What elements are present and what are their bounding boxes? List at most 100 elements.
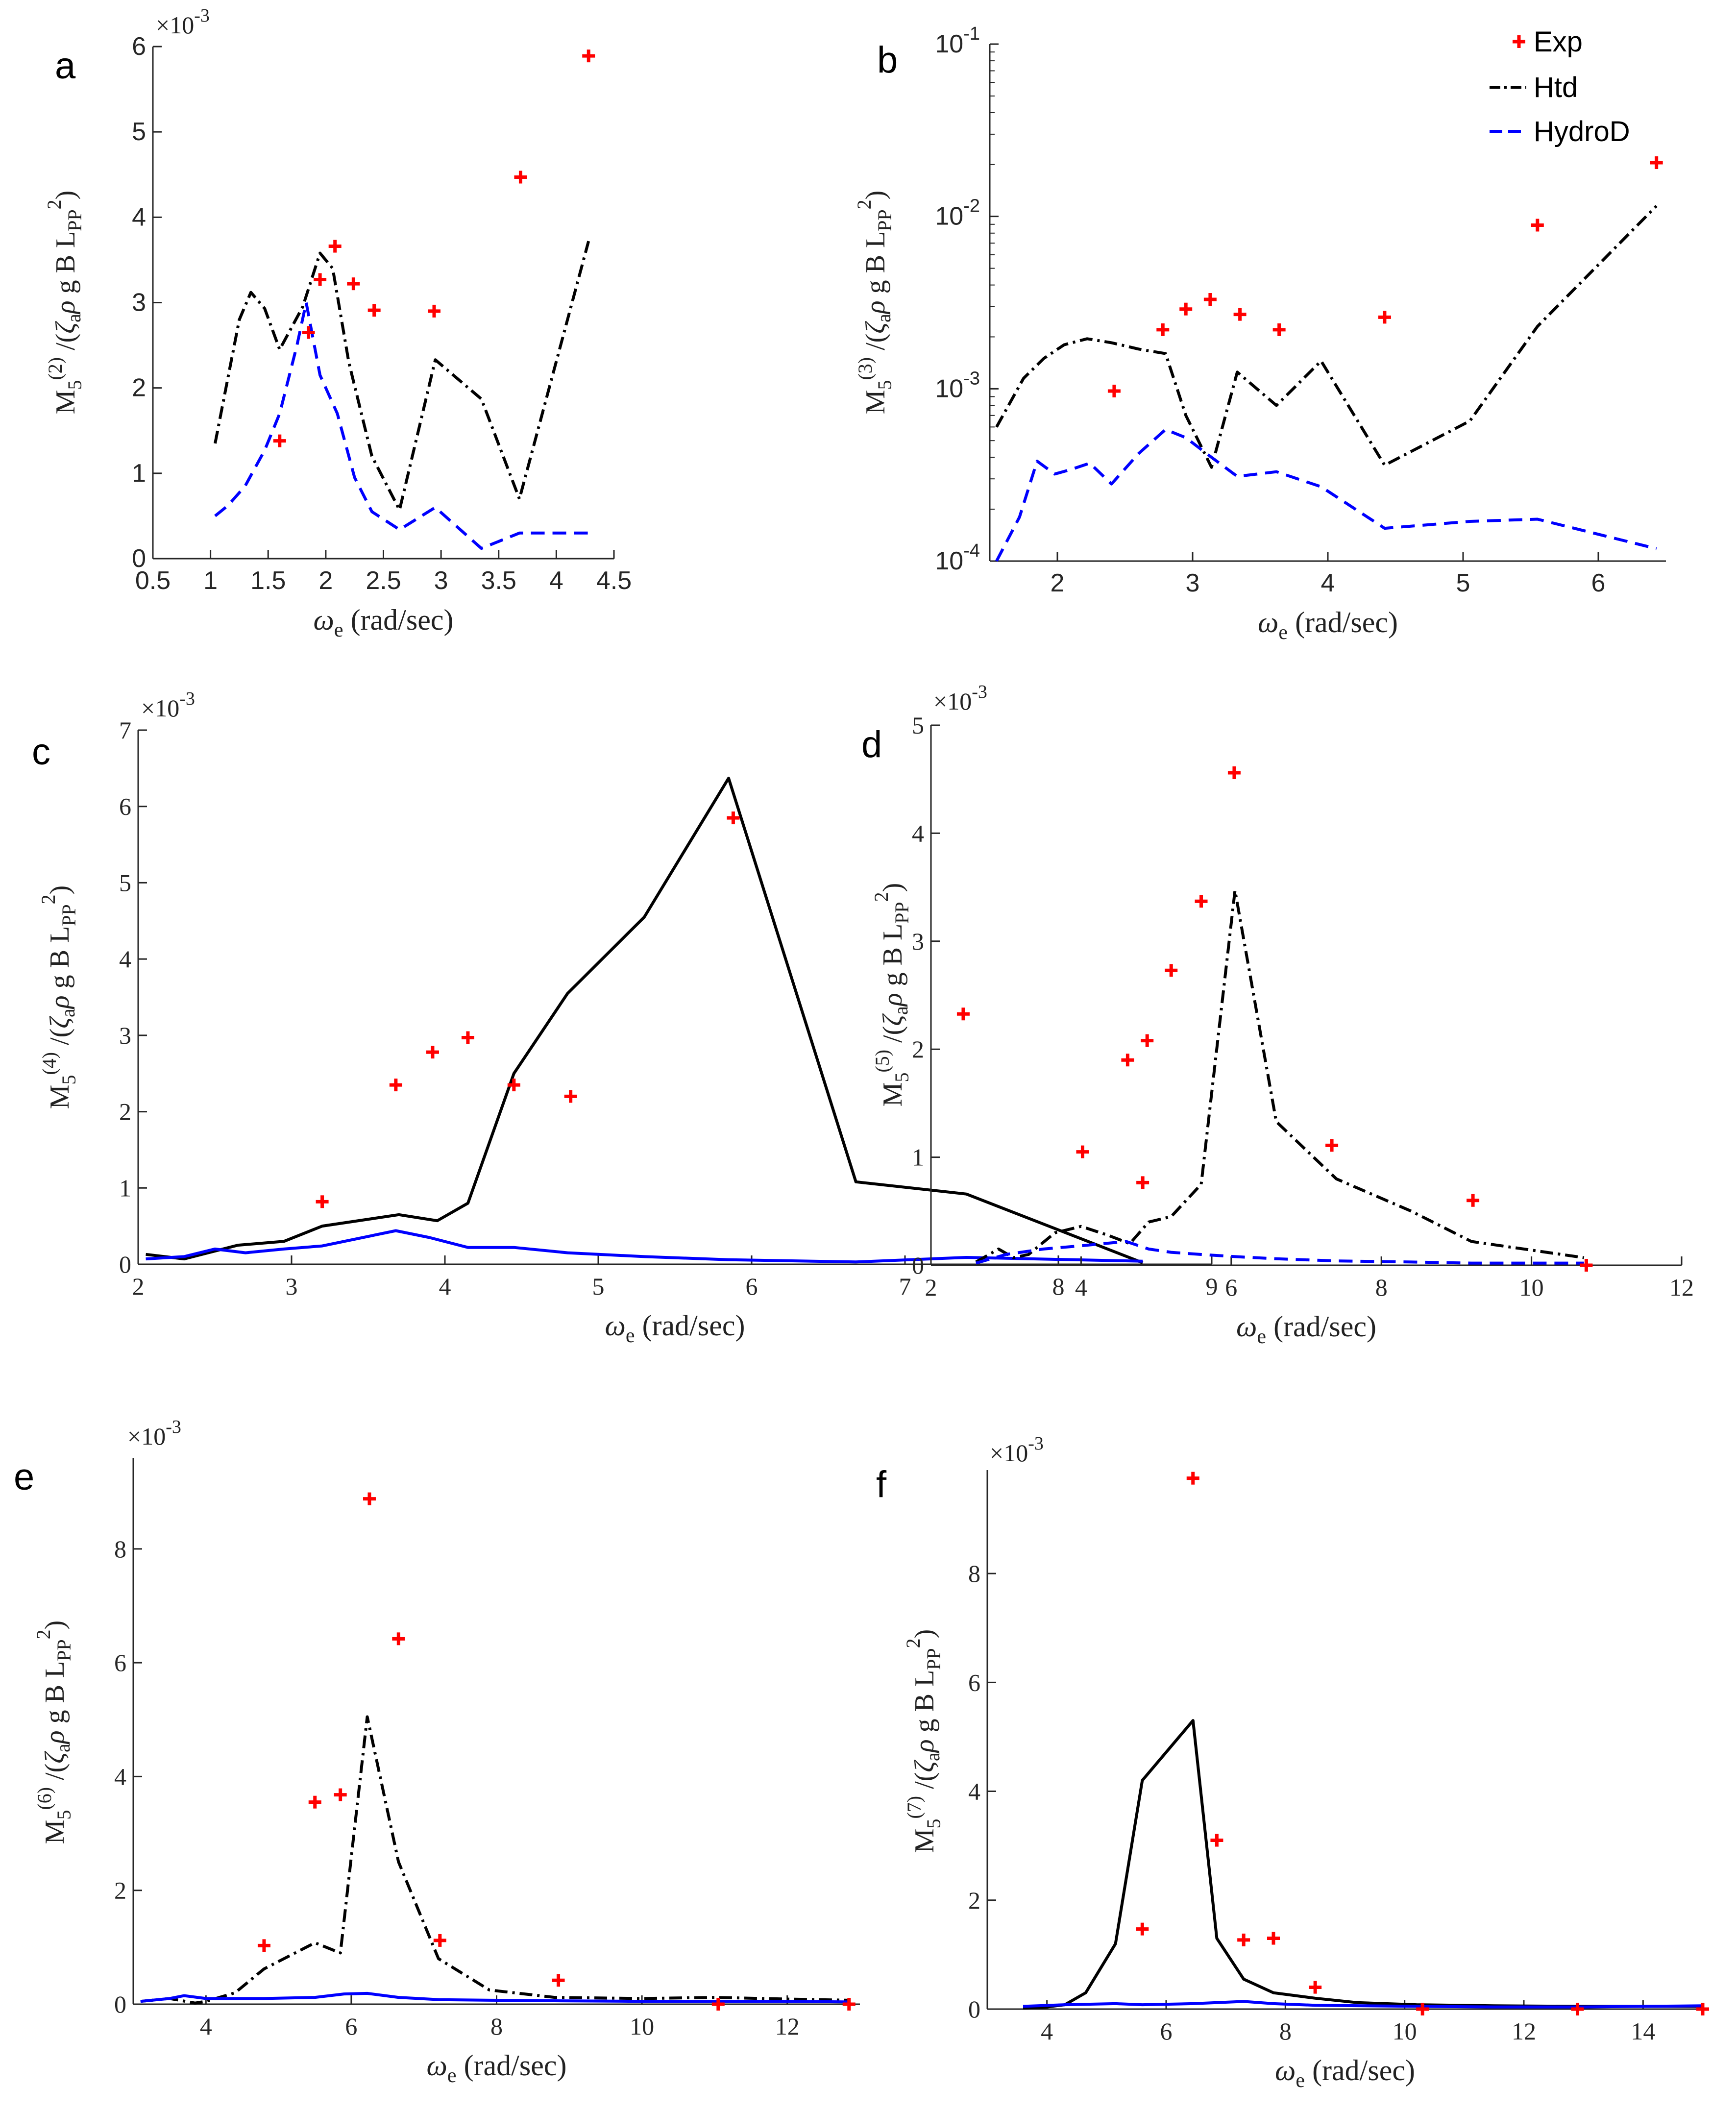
y-tick-label: 4 — [968, 1778, 980, 1805]
panel-b: 2 3 4 5 6 10-4 10-3 10-2 10-1 b ωe (rad/sec) M5(3) … — [853, 24, 1666, 644]
axis-multiplier: ×10-3 — [156, 5, 210, 39]
x-tick-label: 4 — [1041, 2017, 1053, 2045]
x-tick-label: 10 — [630, 2013, 654, 2040]
x-tick-label: 4.5 — [596, 566, 632, 595]
series-line-hydrod — [146, 1229, 1143, 1264]
exp-point — [1136, 1176, 1149, 1189]
x-tick-label: 14 — [1631, 2017, 1655, 2045]
x-tick-label: 8 — [1279, 2017, 1292, 2045]
y-tick-label: 6 — [132, 32, 146, 61]
exp-point — [433, 1934, 446, 1947]
x-tick-label: 4 — [1321, 569, 1335, 597]
legend-label: Htd — [1534, 72, 1578, 103]
exp-point — [302, 326, 315, 339]
x-tick-label: 10 — [1393, 2017, 1417, 2045]
exp-point — [257, 1939, 270, 1952]
exp-point — [1309, 1981, 1322, 1994]
y-tick-label: 8 — [114, 1535, 126, 1563]
exp-point — [842, 1998, 856, 2011]
y-tick-label: 0 — [132, 544, 146, 573]
y-tick-label: 2 — [912, 1035, 924, 1063]
y-axis-label: M5(3) /(ζaρ g B LPP2) — [853, 191, 896, 415]
exp-point — [316, 1195, 329, 1208]
exp-point — [1467, 1194, 1480, 1207]
y-tick-label: 4 — [132, 203, 146, 231]
exp-point — [1210, 1834, 1223, 1847]
x-tick-label: 4 — [1075, 1274, 1087, 1301]
series-line-hydrod — [140, 1991, 849, 2004]
series-line-htd — [975, 889, 1585, 1263]
exp-point — [367, 304, 381, 317]
exp-point — [1203, 293, 1217, 306]
x-tick-label: 12 — [775, 2013, 800, 2040]
y-tick-label: 2 — [119, 1098, 131, 1126]
y-tick-label: 2 — [968, 1887, 980, 1914]
exp-point — [314, 273, 327, 286]
series-line-htd — [995, 205, 1658, 469]
y-tick-label: 5 — [912, 712, 924, 739]
y-tick-label: 1 — [912, 1144, 924, 1171]
series-line-hydrod — [995, 428, 1657, 562]
y-tick-label: 0 — [119, 1251, 131, 1278]
exp-point — [1141, 1034, 1154, 1047]
y-tick-label: 10-4 — [935, 540, 980, 575]
legend-item-exp: Exp — [1513, 26, 1583, 58]
y-axis-label: M5(7) /(ζaρ g B LPP2) — [902, 1629, 945, 1853]
y-tick-label: 10-1 — [935, 24, 980, 58]
exp-point — [1186, 1472, 1199, 1485]
axis-multiplier: ×10-3 — [933, 682, 987, 715]
panel-letter: c — [32, 731, 50, 773]
exp-point — [428, 304, 441, 318]
exp-point — [711, 1998, 725, 2011]
x-tick-label: 7 — [899, 1273, 911, 1300]
panel-f: 4 6 8 10 12 14 0 2 4 6 8 ×10-3 f ωe (rad/sec) M5(7) /(… — [876, 1433, 1709, 2092]
x-tick-label: 8 — [490, 2013, 503, 2040]
exp-point — [1136, 1922, 1149, 1936]
exp-point — [552, 1974, 565, 1987]
legend-item-htd: Htd — [1490, 72, 1578, 103]
exp-point — [582, 49, 595, 63]
x-tick-label: 6 — [1160, 2017, 1173, 2045]
exp-point — [1696, 2003, 1709, 2015]
series-line-htd — [146, 777, 1144, 1264]
x-tick-label: 0.5 — [135, 566, 171, 595]
x-tick-label: 2 — [318, 566, 333, 595]
x-axis-label: ωe (rad/sec) — [1258, 606, 1398, 644]
exp-point — [1531, 219, 1544, 232]
exp-point — [1156, 323, 1170, 336]
y-tick-label: 2 — [132, 374, 146, 402]
y-axis-label: M5(6) /(ζaρ g B LPP2) — [32, 1621, 75, 1844]
panel-letter: e — [14, 1456, 34, 1498]
x-tick-label: 3.5 — [481, 566, 516, 595]
exp-point — [1272, 323, 1286, 336]
exp-point — [727, 811, 740, 825]
legend: Exp Htd HydroD — [1490, 26, 1630, 147]
series-line-htd — [214, 241, 590, 512]
y-tick-label: 1 — [119, 1174, 131, 1202]
y-tick-label: 10-3 — [935, 368, 980, 403]
x-tick-label: 9 — [1206, 1273, 1218, 1300]
y-tick-label: 3 — [912, 928, 924, 955]
x-tick-label: 8 — [1375, 1274, 1388, 1301]
exp-point — [564, 1090, 577, 1103]
legend-label: HydroD — [1534, 116, 1630, 147]
x-tick-label: 6 — [1225, 1274, 1237, 1301]
y-tick-label: 5 — [132, 118, 146, 146]
exp-point — [328, 240, 342, 253]
panel-letter: a — [55, 45, 76, 87]
exp-point — [1227, 766, 1241, 779]
x-tick-label: 8 — [1052, 1273, 1065, 1300]
exp-point — [461, 1031, 474, 1044]
series-line-htd — [1023, 1719, 1703, 2010]
axis-multiplier: ×10-3 — [127, 1417, 181, 1450]
exp-point — [389, 1079, 402, 1092]
y-tick-label: 10-2 — [935, 196, 980, 231]
x-axis-label: ωe (rad/sec) — [1236, 1310, 1376, 1348]
y-tick-label: 4 — [114, 1763, 126, 1790]
exp-point — [956, 1007, 970, 1021]
y-tick-label: 6 — [968, 1669, 980, 1696]
exp-point — [507, 1079, 520, 1092]
exp-point — [1237, 1933, 1250, 1946]
x-axis-label: ωe (rad/sec) — [605, 1309, 745, 1347]
